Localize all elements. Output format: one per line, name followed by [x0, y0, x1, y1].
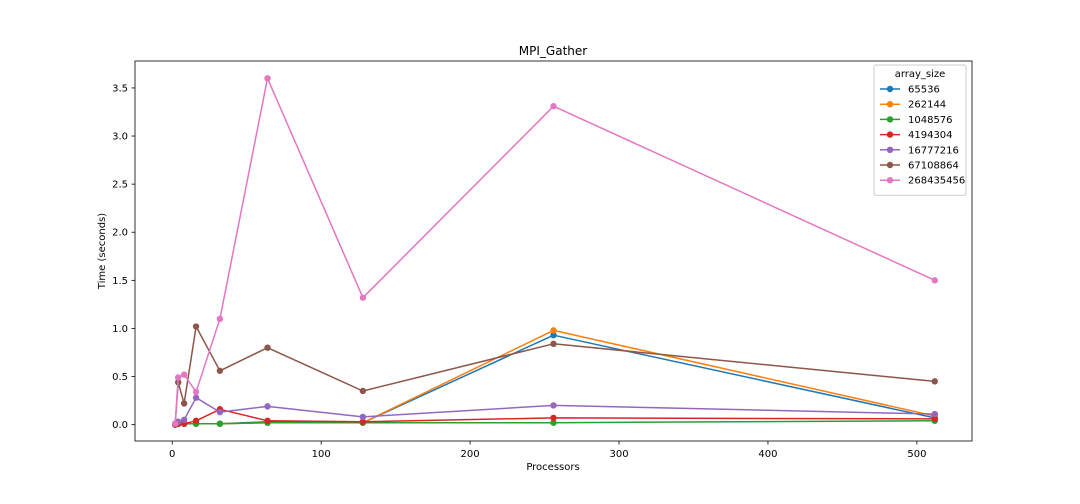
data-point	[180, 400, 188, 407]
legend-label: 67108864	[908, 161, 959, 172]
series-67108864	[172, 323, 938, 427]
data-point	[216, 367, 224, 374]
data-point	[550, 340, 557, 348]
legend-item: 65536	[880, 85, 940, 96]
x-axis-label: Processors	[526, 462, 579, 473]
data-point	[359, 387, 367, 395]
data-point	[550, 103, 557, 110]
y-tick-label: 2.5	[112, 180, 128, 191]
data-point	[359, 413, 367, 421]
data-point	[180, 416, 188, 424]
data-point	[264, 344, 271, 351]
y-tick-label: 2.0	[112, 228, 128, 239]
data-point	[359, 418, 367, 425]
series-16777216	[172, 394, 938, 427]
legend-marker	[886, 161, 894, 169]
data-point	[264, 403, 271, 410]
legend-box	[873, 64, 967, 196]
legend-item: 268435456	[880, 176, 965, 187]
y-tick-label: 0.5	[112, 372, 128, 383]
data-point	[172, 420, 179, 427]
data-point	[192, 323, 200, 330]
legend-marker	[886, 131, 894, 138]
data-point	[550, 331, 557, 339]
data-point	[550, 402, 557, 409]
legend-label: 65536	[908, 85, 940, 96]
data-point	[192, 388, 200, 396]
x-tick-label: 200	[461, 449, 480, 460]
plot-area: 0 100 200 300 400 500 0.0 0.5 1.0 1.5 2.0 2.5 3.0 3.5	[112, 60, 973, 460]
x-tick-label: 400	[758, 449, 777, 460]
legend-label: 4194304	[908, 130, 953, 141]
legend-label: 16777216	[908, 145, 959, 156]
chart-title: MPI_Gather	[519, 44, 587, 58]
x-tick-label: 0	[169, 449, 175, 460]
data-point	[192, 417, 200, 424]
data-point	[216, 408, 224, 416]
legend-item: 262144	[880, 100, 946, 111]
legend-item: 67108864	[880, 161, 959, 172]
data-point	[550, 327, 557, 334]
data-point	[174, 374, 182, 381]
series-line	[174, 77, 936, 424]
plot-frame	[134, 60, 973, 442]
data-point	[931, 410, 938, 418]
data-point	[550, 414, 557, 422]
data-point	[192, 394, 200, 401]
legend-marker	[886, 85, 894, 93]
legend-marker	[886, 101, 894, 108]
legend-label: 262144	[908, 100, 946, 111]
data-point	[931, 378, 938, 385]
x-tick-label: 100	[312, 449, 331, 460]
y-tick-label: 0.0	[112, 420, 128, 431]
data-point	[264, 75, 271, 82]
data-point	[359, 294, 367, 301]
legend-item: 1048576	[880, 115, 953, 126]
y-axis-label: Time (seconds)	[97, 213, 108, 290]
data-point	[216, 315, 224, 323]
legend-item: 16777216	[880, 145, 959, 156]
data-point	[931, 277, 938, 284]
y-tick-label: 3.0	[112, 132, 128, 143]
legend: array_size 65536 262144 1048576 4194304 16777…	[873, 64, 967, 196]
data-point	[931, 415, 938, 423]
legend-marker	[886, 116, 894, 123]
legend-marker	[886, 146, 894, 153]
y-tick-label: 1.5	[112, 276, 128, 287]
data-point	[216, 420, 224, 427]
legend-marker	[886, 177, 894, 184]
data-point	[550, 419, 557, 426]
legend-label: 268435456	[908, 176, 965, 187]
x-tick-label: 300	[609, 449, 628, 460]
series-268435456	[172, 75, 938, 427]
legend-item: 4194304	[880, 130, 953, 141]
x-tick-label: 500	[907, 449, 926, 460]
y-tick-label: 1.0	[112, 324, 128, 335]
data-point	[264, 417, 271, 424]
legend-title: array_size	[895, 69, 946, 80]
legend-label: 1048576	[908, 115, 953, 126]
y-tick-label: 3.5	[112, 83, 128, 94]
data-point	[180, 371, 188, 378]
